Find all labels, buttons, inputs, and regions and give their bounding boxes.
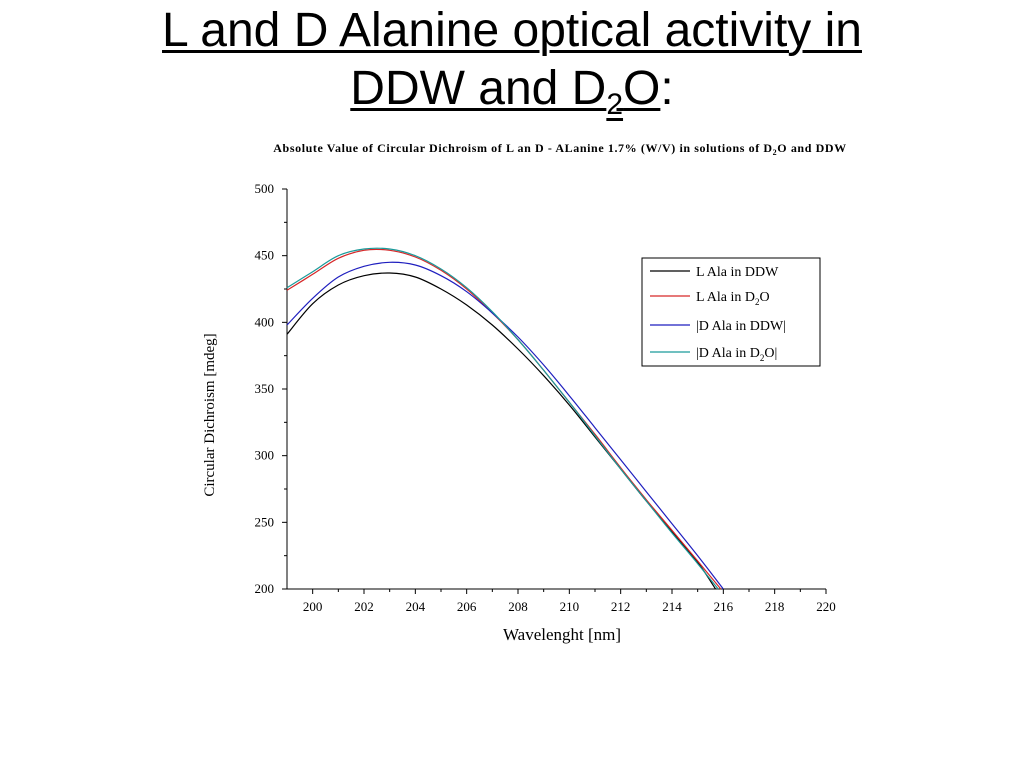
y-tick-label: 350: [255, 381, 275, 396]
series-line-4: [286, 247, 719, 590]
slide-title-line2: DDW and D2O: [350, 62, 661, 121]
x-tick-label: 214: [662, 599, 682, 614]
legend-label-2: L Ala in D2O: [696, 290, 770, 307]
x-axis-label: Wavelenght [nm]: [503, 625, 621, 644]
chart-legend: L Ala in DDW L Ala in D2O |D Ala in DDW| |D…: [641, 257, 821, 367]
y-tick-label: 200: [255, 581, 275, 596]
y-tick-label: 400: [255, 314, 275, 329]
legend-label-4: |D Ala in D2O|: [696, 346, 777, 363]
y-axis-label: Circular Dichroism [mdeg]: [202, 333, 218, 496]
y-tick-label: 250: [255, 514, 275, 529]
x-tick-label: 220: [816, 599, 836, 614]
x-tick-label: 210: [560, 599, 580, 614]
legend-box: [641, 257, 821, 367]
x-tick-label: 200: [303, 599, 323, 614]
legend-label-3: |D Ala in DDW|: [696, 319, 786, 334]
y-tick-label: 450: [255, 248, 275, 263]
x-tick-label: 216: [714, 599, 734, 614]
x-tick-label: 218: [765, 599, 785, 614]
x-tick-label: 202: [354, 599, 374, 614]
chart-title: Absolute Value of Circular Dichroism of …: [273, 141, 847, 157]
x-tick-label: 208: [508, 599, 528, 614]
chart-series: [286, 247, 724, 590]
x-tick-label: 206: [457, 599, 477, 614]
chart-axes: 200 202 204 206 208 210 212 214 216 218 220 200 250 3…: [255, 181, 836, 614]
legend-label-1: L Ala in DDW: [696, 265, 779, 280]
y-tick-label: 300: [255, 448, 275, 463]
slide-title: L and D Alanine optical activity in DDW …: [0, 2, 1024, 134]
slide-title-colon: :: [660, 62, 674, 115]
x-tick-label: 212: [611, 599, 631, 614]
y-tick-label: 500: [255, 181, 275, 196]
x-tick-label: 204: [406, 599, 426, 614]
slide-title-line1: L and D Alanine optical activity in: [162, 4, 862, 57]
